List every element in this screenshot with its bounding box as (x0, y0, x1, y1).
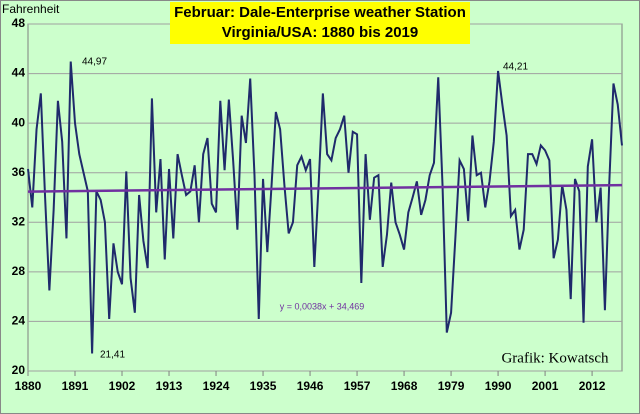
x-tick-label: 2012 (579, 379, 606, 393)
trend-label: y = 0,0038x + 34,469 (280, 301, 365, 311)
x-tick-label: 1990 (485, 379, 512, 393)
x-tick-label: 1913 (156, 379, 183, 393)
y-tick-label: 28 (12, 264, 26, 278)
annotation: 44,97 (82, 57, 107, 68)
x-tick-label: 2001 (532, 379, 559, 393)
title-box (170, 2, 470, 44)
y-tick-label: 44 (12, 66, 26, 80)
x-tick-label: 1979 (438, 379, 465, 393)
annotation: 44,21 (503, 62, 528, 73)
x-tick-label: 1880 (15, 379, 42, 393)
data-line (27, 61, 623, 354)
x-tick-label: 1946 (297, 379, 324, 393)
x-tick-label: 1924 (203, 379, 230, 393)
y-tick-label: 32 (12, 214, 26, 228)
y-tick-label: 40 (12, 115, 26, 129)
x-tick-label: 1957 (344, 379, 371, 393)
trend-line (27, 183, 623, 193)
credit: Grafik: Kowatsch (501, 350, 609, 366)
y-tick-label: 20 (12, 363, 26, 377)
chart-title: Februar: Dale-Enterprise weather Station (174, 4, 466, 21)
x-tick-label: 1968 (391, 379, 418, 393)
x-tick-label: 1902 (109, 379, 136, 393)
y-axis-label: Fahrenheit (2, 2, 60, 16)
y-tick-label: 36 (12, 165, 26, 179)
annotation: 21,41 (100, 350, 125, 361)
plot-area (27, 23, 623, 372)
chart-subtitle: Virginia/USA: 1880 bis 2019 (222, 24, 419, 41)
x-tick-label: 1935 (250, 379, 277, 393)
y-tick-label: 24 (12, 314, 26, 328)
x-tick-label: 1891 (62, 379, 89, 393)
y-tick-label: 48 (12, 16, 26, 30)
